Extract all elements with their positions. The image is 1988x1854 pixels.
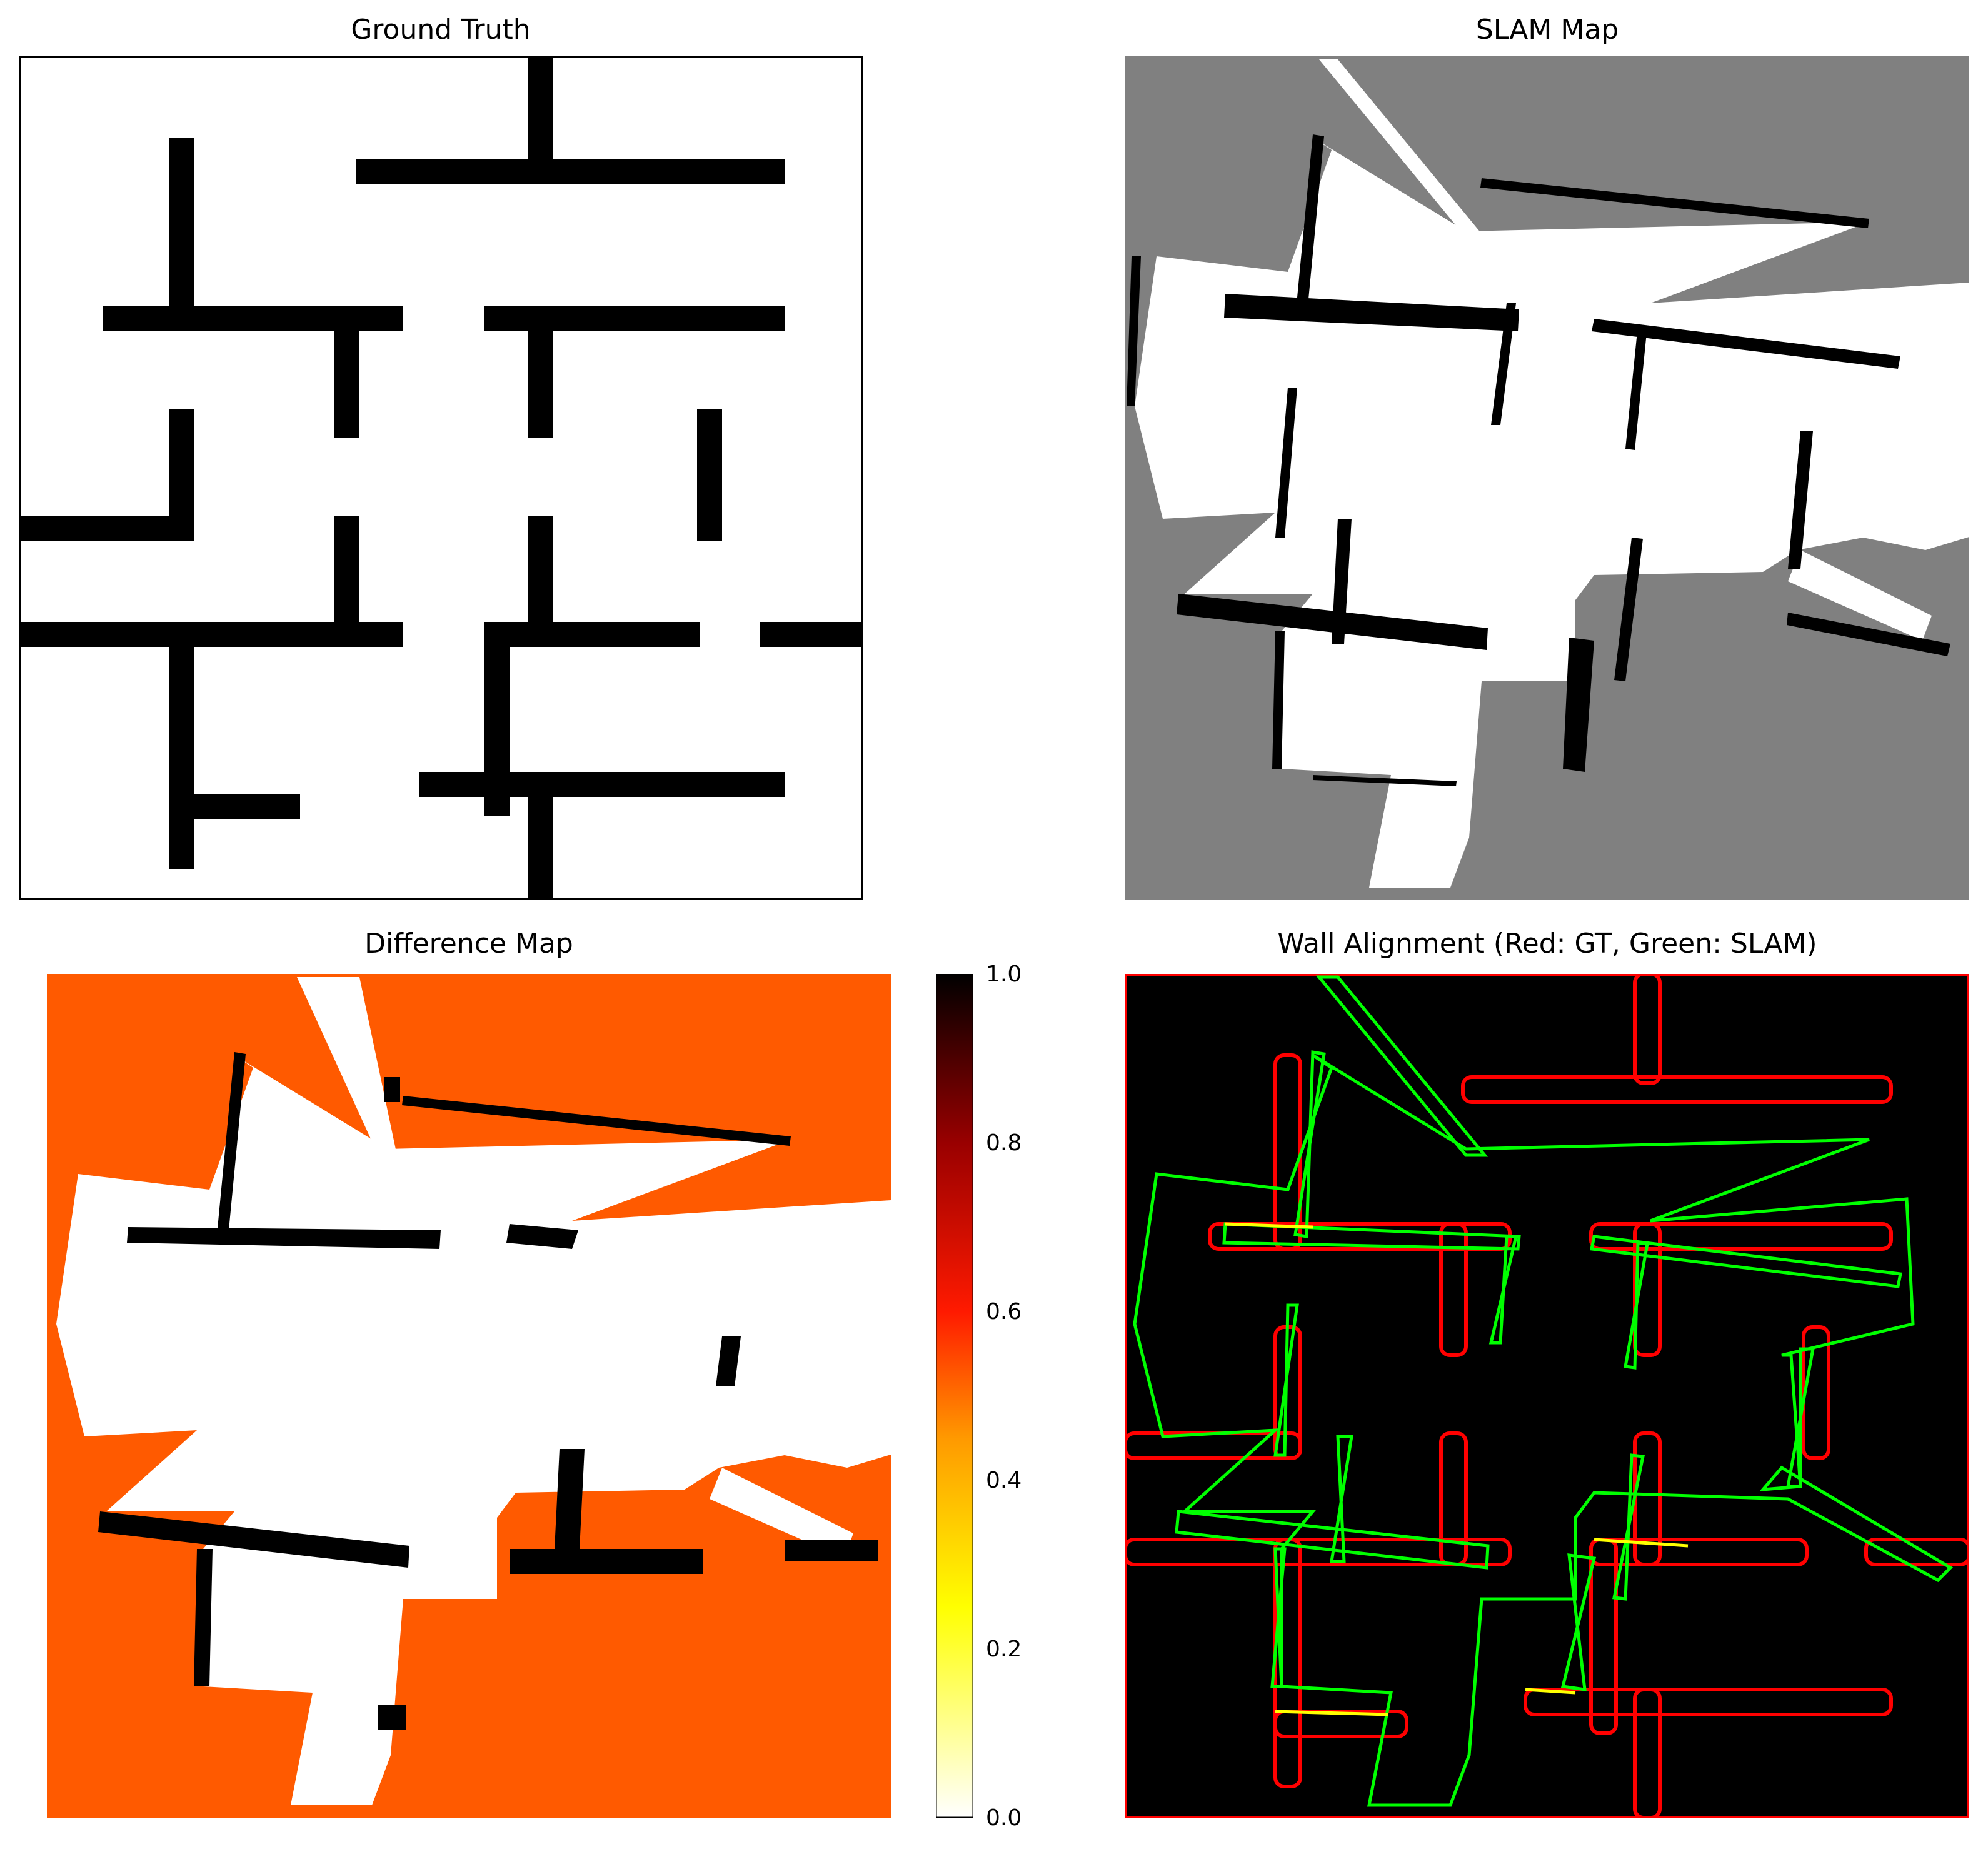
overlap-segments xyxy=(1225,1222,1689,1716)
wall-alignment-map xyxy=(1125,974,1969,1818)
slam-outlines xyxy=(1133,975,1954,1807)
colorbar-tick-1: 1.0 xyxy=(986,961,1022,987)
colorbar xyxy=(936,974,973,1818)
wall-alignment-title: Wall Alignment (Red: GT, Green: SLAM) xyxy=(1277,928,1817,960)
slam-map xyxy=(1125,56,1969,900)
difference-map-title: Difference Map xyxy=(364,928,573,960)
colorbar-tick-0: 0.0 xyxy=(986,1805,1022,1831)
colorbar-tick-0.8: 0.8 xyxy=(986,1130,1022,1156)
colorbar-tick-0.2: 0.2 xyxy=(986,1636,1022,1662)
ground-truth-title: Ground Truth xyxy=(351,14,531,46)
gt-walls xyxy=(19,56,863,900)
slam-free-space xyxy=(1135,59,1969,888)
difference-map xyxy=(47,974,891,1818)
slam-walls xyxy=(1127,134,1950,786)
slam-map-title: SLAM Map xyxy=(1475,14,1619,46)
colorbar-tick-0.4: 0.4 xyxy=(986,1468,1022,1493)
diff-errors xyxy=(98,1052,878,1730)
colorbar-tick-0.6: 0.6 xyxy=(986,1299,1022,1325)
ground-truth-map xyxy=(19,56,863,900)
